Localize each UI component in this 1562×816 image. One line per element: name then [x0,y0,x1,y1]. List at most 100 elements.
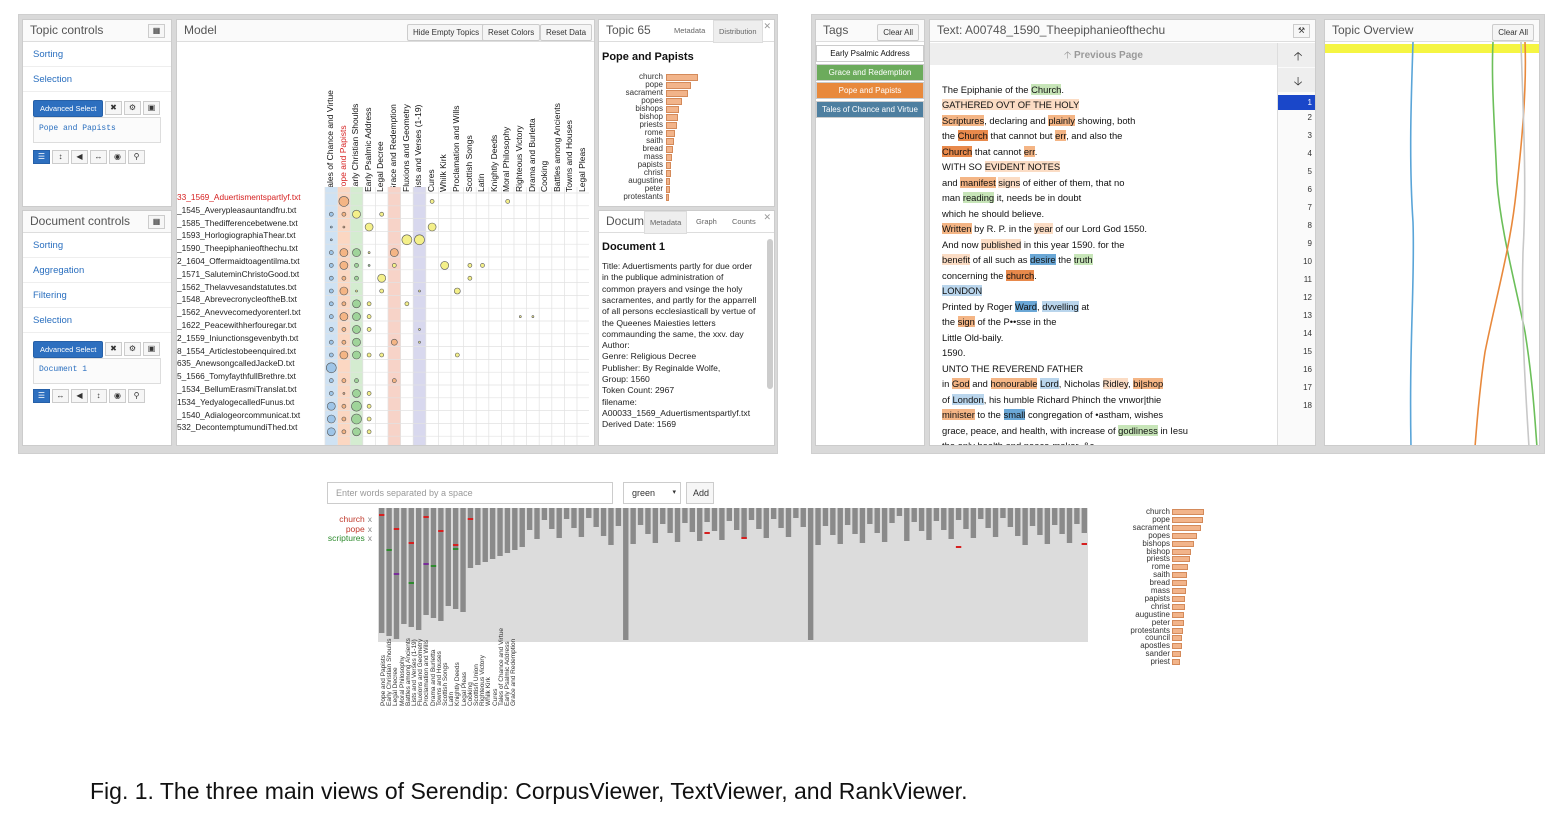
topic-overview-lines[interactable] [1325,42,1540,446]
line-number[interactable]: 6 [1307,185,1312,194]
tag-item[interactable]: Tales of Chance and Virtue [816,100,924,118]
tag-item[interactable]: Grace and Redemption [816,63,924,81]
close-icon[interactable]: ✖ [105,342,122,356]
expand-icon[interactable]: ↔ [52,389,69,403]
line-number[interactable]: 14 [1303,329,1312,338]
grid-icon[interactable]: ▦ [148,24,165,38]
close-icon[interactable]: ✕ [763,212,771,222]
document-row-label[interactable]: 5_1566_TomyfaythfullBrethre.txt [177,371,296,382]
remove-word-icon[interactable]: x [367,533,372,543]
zoom-icon[interactable]: ⚲ [128,150,145,164]
scroll-up-icon[interactable]: 🡡 [1278,43,1315,67]
document-row-label[interactable]: 2_1559_Iniunctionsgevenbyth.txt [177,332,299,343]
advanced-select-button[interactable]: Advanced Select [33,100,104,117]
sort-icon[interactable]: ↕ [52,150,69,164]
clear-all-button[interactable]: Clear All [1492,24,1534,41]
topic-column-header[interactable]: Grace and Redemption [388,104,398,192]
line-number[interactable]: 11 [1303,275,1312,284]
topic-column-header[interactable]: Moral Philosophy [501,126,512,192]
topic-column-header[interactable]: Lists and Verses (1-19) [413,104,424,192]
left-arrow-icon[interactable]: ◀ [71,389,88,403]
remove-word-icon[interactable]: x [367,523,372,534]
document-row-label[interactable]: 1534_YedyalogecalledFunus.txt [177,396,295,407]
document-row-label[interactable]: 2_1604_Offermaidtoagentilma.txt [177,256,300,266]
topic-column-header[interactable]: Knightly Deeds [488,134,499,192]
topic-column-header[interactable]: Towns and Houses [564,120,575,192]
tab-metadata[interactable]: Metadata [644,211,688,234]
topic-column-header[interactable]: Righteous Victory [514,125,524,192]
document-row-label[interactable]: 33_1569_Aduertismentspartlyf.txt [177,192,301,202]
scrollbar[interactable] [767,239,773,389]
topic-selection-link[interactable]: Selection [23,67,171,92]
previous-page-button[interactable]: 🡡 Previous Page [930,43,1277,65]
clear-all-button[interactable]: Clear All [877,24,919,41]
zoom-icon[interactable]: ⚲ [128,389,145,403]
doc-filtering-link[interactable]: Filtering [23,283,171,308]
tab-counts[interactable]: Counts [732,217,756,226]
gear-icon[interactable]: ⚙ [124,101,141,115]
save-icon[interactable]: ▣ [143,101,160,115]
line-number[interactable]: 16 [1303,365,1312,374]
line-number[interactable]: 1 [1278,95,1315,110]
hide-empty-topics-button[interactable]: Hide Empty Topics [407,24,486,41]
topic-sorting-link[interactable]: Sorting [23,42,171,67]
scroll-down-icon[interactable]: 🡣 [1278,68,1315,92]
wrench-icon[interactable]: ⚒ [1293,24,1310,38]
grid-icon[interactable]: ▦ [148,215,165,229]
line-number[interactable]: 13 [1303,311,1312,320]
list-icon[interactable]: ☰ [33,150,50,164]
topic-column-header[interactable]: Pope and Papists [337,125,348,192]
tag-item[interactable]: Pope and Papists [816,82,924,99]
document-row-label[interactable]: _1545_Averypleasauntandfru.txt [177,204,297,215]
selected-topic[interactable]: Pope and Papists [39,124,116,133]
topic-column-header[interactable]: Legal Decree [375,141,386,192]
document-row-label[interactable]: _1562_Anevvecomedyorenterl.txt [177,307,301,318]
list-icon[interactable]: ☰ [33,389,50,403]
add-button[interactable]: Add [686,482,714,504]
tab-graph[interactable]: Graph [696,217,717,226]
eye-icon[interactable]: ◉ [109,389,126,403]
advanced-select-button[interactable]: Advanced Select [33,341,104,358]
document-row-label[interactable]: 8_1554_Articlestobeenquired.txt [177,345,297,356]
document-row-label[interactable]: _1534_BellumErasmiTranslat.txt [177,384,297,394]
left-arrow-icon[interactable]: ◀ [71,150,88,164]
close-icon[interactable]: ✕ [763,21,771,31]
document-row-label[interactable]: _1562_Thelavvesandstatutes.txt [177,281,297,292]
line-number[interactable]: 3 [1307,131,1312,140]
topic-column-header[interactable]: Drama and Burletta [526,118,537,192]
line-number[interactable]: 9 [1307,239,1312,248]
line-number[interactable]: 7 [1307,203,1312,212]
document-row-label[interactable]: _1590_Theepiphanieofthechu.txt [177,243,298,254]
line-number[interactable]: 17 [1303,383,1312,392]
selected-document[interactable]: Document 1 [39,365,88,374]
doc-aggregation-link[interactable]: Aggregation [23,258,171,283]
remove-word-icon[interactable]: x [367,514,372,524]
topic-column-header[interactable]: Scottish Songs [463,135,474,192]
sort-icon[interactable]: ↕ [90,389,107,403]
topic-column-header[interactable]: Proclamation and Wills [451,105,461,192]
document-row-label[interactable]: _1585_Thedifferencebetwene.txt [177,217,298,228]
reset-colors-button[interactable]: Reset Colors [482,24,541,41]
topic-document-matrix[interactable] [317,187,589,446]
document-row-label[interactable]: 635_AnewsongcalledJackeD.txt [177,358,295,369]
document-row-label[interactable]: _1622_Peacewithherfouregar.txt [177,320,297,330]
save-icon[interactable]: ▣ [143,342,160,356]
tag-item[interactable]: Early Psalmic Address [816,45,924,62]
document-row-label[interactable]: _1571_SaluteminChristoGood.txt [177,268,300,279]
word-search-input[interactable]: Enter words separated by a space [327,482,613,504]
line-number[interactable]: 15 [1303,347,1312,356]
topic-column-header[interactable]: Early Psalmic Address [362,107,373,192]
line-number[interactable]: 10 [1303,257,1312,266]
line-number[interactable]: 8 [1307,221,1312,230]
topic-column-header[interactable]: Battles among Ancients [551,103,562,192]
tab-metadata[interactable]: Metadata [674,26,706,35]
rank-bar-chart[interactable] [378,508,1088,642]
close-icon[interactable]: ✖ [105,101,122,115]
tab-distribution[interactable]: Distribution [713,20,763,43]
color-select[interactable]: green ▾ [623,482,681,504]
reset-data-button[interactable]: Reset Data [540,24,593,41]
line-number[interactable]: 5 [1307,167,1312,176]
topic-column-header[interactable]: Tales of Chance and Virtue [325,90,335,192]
topic-column-header[interactable]: Legal Pleas [577,147,587,192]
topic-column-header[interactable]: Early Christian Shoulds [350,103,361,192]
